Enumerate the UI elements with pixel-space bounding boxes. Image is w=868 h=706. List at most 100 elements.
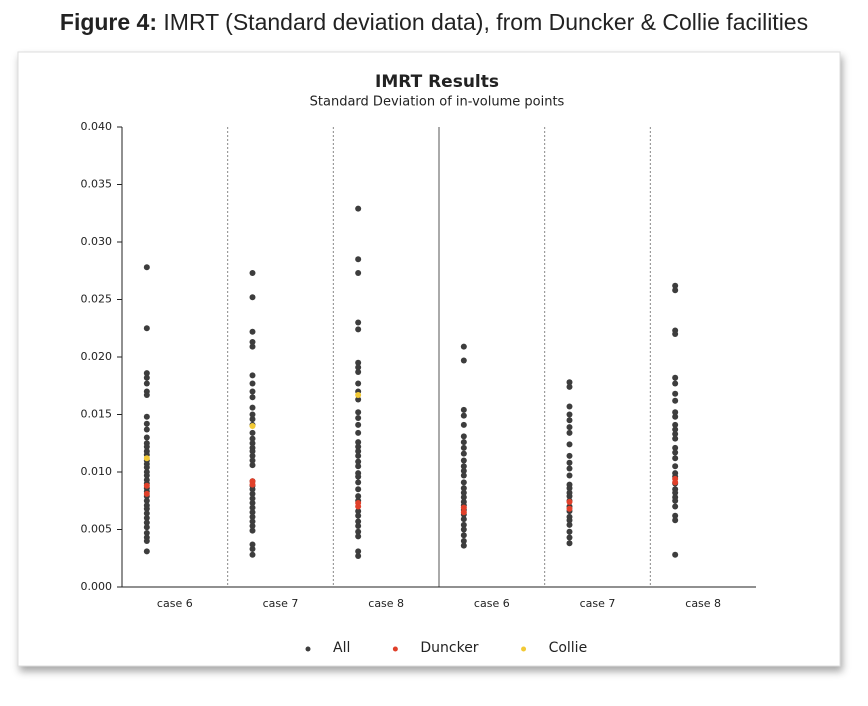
point xyxy=(672,282,679,289)
point xyxy=(249,429,256,436)
x-tick-label: case 7 xyxy=(580,597,616,610)
point xyxy=(249,513,256,520)
figure-caption: Figure 4: IMRT (Standard deviation data)… xyxy=(60,9,808,35)
legend-label: Duncker xyxy=(420,640,478,656)
y-tick-label: 0.025 xyxy=(81,293,113,306)
point xyxy=(249,394,256,401)
y-tick-label: 0.020 xyxy=(81,350,113,363)
point xyxy=(672,426,679,433)
point xyxy=(566,534,573,541)
point xyxy=(460,412,467,419)
point xyxy=(566,411,573,418)
point xyxy=(249,462,256,469)
point xyxy=(249,416,256,423)
point xyxy=(143,519,150,526)
point xyxy=(566,459,573,466)
point xyxy=(355,523,362,530)
point xyxy=(249,486,256,493)
point xyxy=(672,331,679,337)
point xyxy=(672,444,679,451)
x-tick-label: case 8 xyxy=(685,597,721,610)
point xyxy=(249,372,256,379)
point xyxy=(249,270,256,277)
point xyxy=(355,391,362,398)
point xyxy=(355,368,362,375)
point xyxy=(249,435,256,442)
point xyxy=(249,504,256,511)
point xyxy=(460,357,467,364)
point xyxy=(249,388,256,395)
point xyxy=(460,450,467,457)
point xyxy=(143,529,150,536)
point xyxy=(672,397,679,404)
y-tick-label: 0.030 xyxy=(81,235,113,248)
point xyxy=(249,527,256,534)
point xyxy=(566,485,573,492)
point xyxy=(355,396,362,403)
legend-marker xyxy=(392,646,398,652)
caption-label: Figure 4: xyxy=(60,9,157,35)
y-tick-label: 0.000 xyxy=(81,580,113,593)
point xyxy=(355,512,362,519)
point xyxy=(143,538,150,544)
point xyxy=(249,380,256,387)
point xyxy=(249,523,256,530)
point xyxy=(460,532,467,539)
point xyxy=(355,548,362,555)
point xyxy=(460,485,467,492)
point xyxy=(672,503,679,510)
point xyxy=(143,510,150,517)
point xyxy=(355,439,362,446)
point xyxy=(460,494,467,501)
point xyxy=(249,495,256,502)
x-tick-label: case 6 xyxy=(157,597,193,610)
point xyxy=(566,498,573,505)
point xyxy=(672,421,679,428)
point xyxy=(249,490,256,497)
y-tick-label: 0.015 xyxy=(81,408,113,421)
point xyxy=(460,504,467,511)
point xyxy=(566,493,573,500)
point xyxy=(672,463,679,470)
point xyxy=(249,294,256,301)
point xyxy=(143,264,150,271)
point xyxy=(460,439,467,446)
point xyxy=(460,489,467,496)
point xyxy=(566,521,573,528)
point xyxy=(355,364,362,371)
point xyxy=(460,538,467,544)
point xyxy=(355,508,362,515)
point xyxy=(566,517,573,524)
point xyxy=(355,319,362,326)
point xyxy=(566,429,573,436)
point xyxy=(143,482,150,489)
point xyxy=(143,497,150,504)
point xyxy=(566,424,573,431)
point xyxy=(460,526,467,533)
point xyxy=(143,472,150,479)
chart-title: IMRT Results xyxy=(375,72,499,92)
point xyxy=(355,518,362,525)
point xyxy=(249,339,256,346)
point xyxy=(460,516,467,523)
point xyxy=(355,443,362,450)
point xyxy=(672,380,679,387)
point xyxy=(355,270,362,277)
point xyxy=(355,503,362,510)
point xyxy=(355,256,362,263)
point xyxy=(143,548,150,555)
point xyxy=(249,541,256,548)
y-tick-label: 0.005 xyxy=(81,523,113,536)
point xyxy=(355,528,362,535)
point xyxy=(672,517,679,524)
point xyxy=(143,391,150,398)
point xyxy=(249,481,256,488)
point xyxy=(672,479,679,486)
point xyxy=(249,551,256,558)
y-tick-label: 0.040 xyxy=(81,120,113,133)
point xyxy=(355,414,362,421)
point xyxy=(355,479,362,486)
point xyxy=(143,524,150,531)
point xyxy=(460,343,467,350)
